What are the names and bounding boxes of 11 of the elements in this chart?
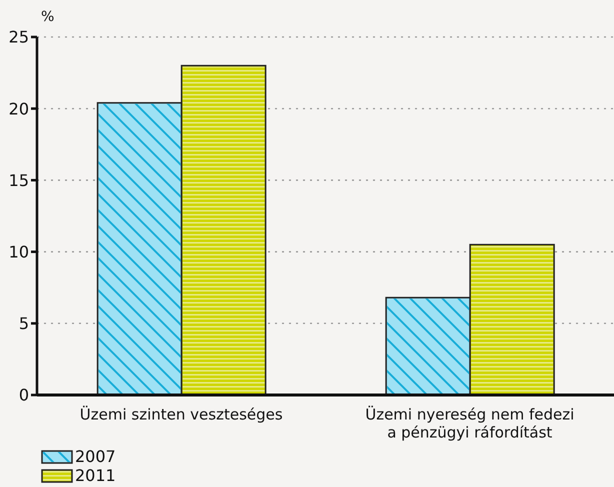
x-tick-label: Üzemi nyereség nem fedezi a pénzügyi ráfordítást bbox=[365, 406, 574, 442]
y-tick-label: 0 bbox=[18, 386, 29, 405]
y-axis-title: % bbox=[41, 9, 54, 25]
y-tick-label: 20 bbox=[8, 99, 29, 118]
x-tick-label: Üzemi szinten veszteséges bbox=[80, 406, 283, 424]
legend-label: 2007 bbox=[75, 447, 116, 466]
y-tick-label: 15 bbox=[8, 170, 29, 190]
y-tick-label: 5 bbox=[18, 314, 29, 334]
legend-label: 2011 bbox=[75, 466, 116, 485]
y-tick-label: 25 bbox=[8, 28, 29, 47]
y-tick-label: 10 bbox=[8, 242, 29, 262]
